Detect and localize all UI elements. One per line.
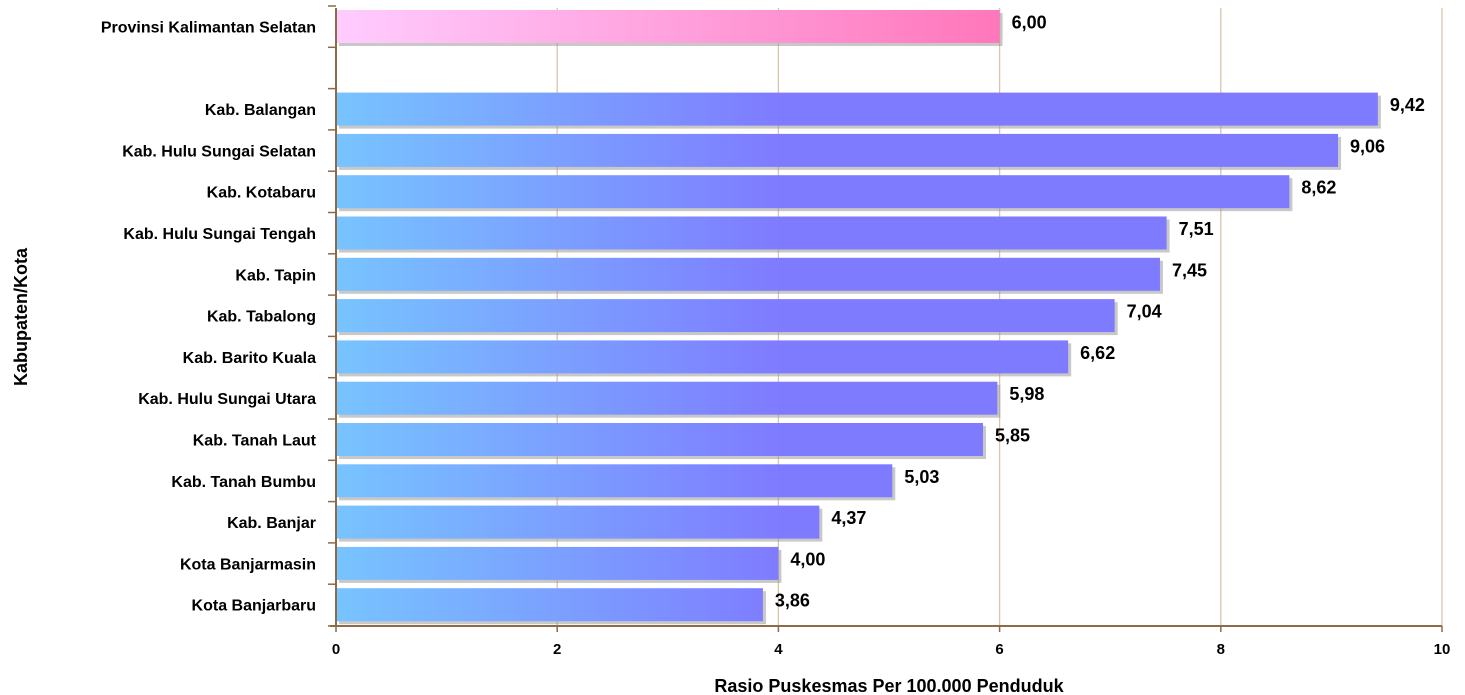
category-label: Kab. Tabalong [207,309,316,326]
bar [336,381,998,415]
x-tick-label: 4 [774,641,783,658]
category-label: Kab. Tapin [235,267,316,284]
bar [336,505,820,539]
category-label: Kota Banjarbaru [192,598,316,615]
value-label: 7,04 [1127,302,1162,322]
bar [336,340,1069,374]
bar [336,175,1290,209]
category-label: Provinsi Kalimantan Selatan [101,20,316,37]
x-tick-label: 6 [995,641,1003,658]
value-label: 4,00 [790,549,825,569]
x-tick-label: 0 [332,641,340,658]
bar [336,464,893,498]
value-label: 5,85 [995,426,1030,446]
bar [336,10,1000,43]
category-label: Kab. Kotabaru [207,185,316,202]
value-label: 6,00 [1012,13,1047,33]
axes [328,5,1443,632]
bar [336,216,1167,250]
category-label: Kab. Tanah Laut [193,433,317,450]
bar [336,423,984,456]
category-label: Kab. Hulu Sungai Selatan [122,143,316,160]
bar [336,92,1378,126]
value-label: 9,42 [1390,95,1425,115]
x-tick-label: 10 [1434,641,1451,658]
value-label: 4,37 [831,508,866,528]
bar [336,257,1160,291]
category-label: Kab. Hulu Sungai Tengah [123,226,316,243]
value-label: 3,86 [775,591,810,611]
value-label: 7,45 [1172,260,1207,280]
x-axis-title: Rasio Puskesmas Per 100.000 Penduduk [714,676,1064,695]
bar [336,588,763,622]
value-label: 6,62 [1080,343,1115,363]
value-label: 5,03 [904,467,939,487]
category-label: Kab. Banjar [227,515,316,532]
y-axis-title: Kabupaten/Kota [11,247,31,386]
bar [336,299,1115,333]
value-label: 8,62 [1301,178,1336,198]
category-label: Kab. Balangan [205,102,316,119]
bar [336,133,1339,167]
bar [336,546,779,580]
labels: 0 2 4 6 8 10 Provinsi Kalimantan Selatan 6,00 Ka… [101,13,1451,659]
x-tick-label: 2 [553,641,561,658]
category-label: Kab. Barito Kuala [183,350,316,367]
category-label: Kab. Hulu Sungai Utara [138,391,316,408]
bars [336,10,1381,625]
value-label: 5,98 [1009,384,1044,404]
x-tick-label: 8 [1217,641,1225,658]
value-label: 9,06 [1350,136,1385,156]
category-label: Kota Banjarmasin [180,556,316,573]
category-label: Kab. Tanah Bumbu [171,474,316,491]
value-label: 7,51 [1179,219,1214,239]
